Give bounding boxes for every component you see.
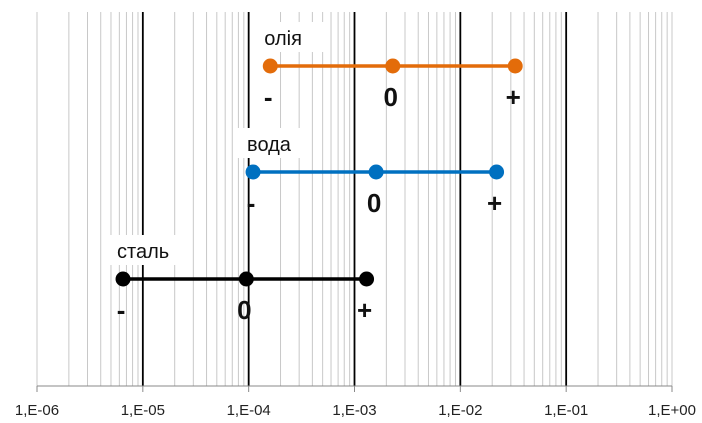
point-label: 0: [384, 82, 398, 112]
point-label: -: [117, 295, 126, 325]
series-label-background: [252, 22, 325, 52]
point-label: +: [487, 188, 502, 218]
series-2: сталь - 0 +: [105, 235, 375, 325]
point-label: -: [264, 82, 273, 112]
x-tick-label: 1,E-05: [121, 402, 165, 419]
series-1: вода - 0 +: [235, 128, 505, 218]
series-label: сталь: [117, 241, 169, 263]
data-point: [385, 58, 401, 74]
series-label: олія: [264, 28, 302, 50]
series-layer: олія - 0 + вода - 0 + сталь - 0 +: [105, 22, 523, 325]
series-label-background: [105, 235, 190, 265]
point-label: +: [506, 82, 521, 112]
data-point: [262, 58, 278, 74]
point-label: -: [247, 188, 256, 218]
series-label: вода: [247, 134, 292, 156]
point-label: 0: [237, 295, 251, 325]
minor-gridlines: [68, 12, 668, 386]
point-label: +: [357, 295, 372, 325]
x-tick-label: 1,E-03: [332, 402, 376, 419]
x-tick-label: 1,E-04: [227, 402, 271, 419]
data-point: [238, 271, 254, 287]
data-point: [507, 58, 523, 74]
x-axis-tick-labels: 1,E-06 1,E-05 1,E-04 1,E-03 1,E-02 1,E-01 1,E+…: [15, 402, 696, 419]
series-0: олія - 0 +: [252, 22, 523, 112]
x-tick-label: 1,E+00: [648, 402, 696, 419]
x-tick-label: 1,E-02: [438, 402, 482, 419]
data-point: [245, 164, 261, 180]
data-point: [489, 164, 505, 180]
data-point: [359, 271, 375, 287]
x-tick-label: 1,E-06: [15, 402, 59, 419]
point-label: 0: [367, 188, 381, 218]
data-point: [115, 271, 131, 287]
data-point: [368, 164, 384, 180]
x-axis-ticks: [36, 386, 673, 392]
x-tick-label: 1,E-01: [544, 402, 588, 419]
major-gridlines: [36, 12, 673, 386]
series-label-background: [235, 128, 308, 158]
